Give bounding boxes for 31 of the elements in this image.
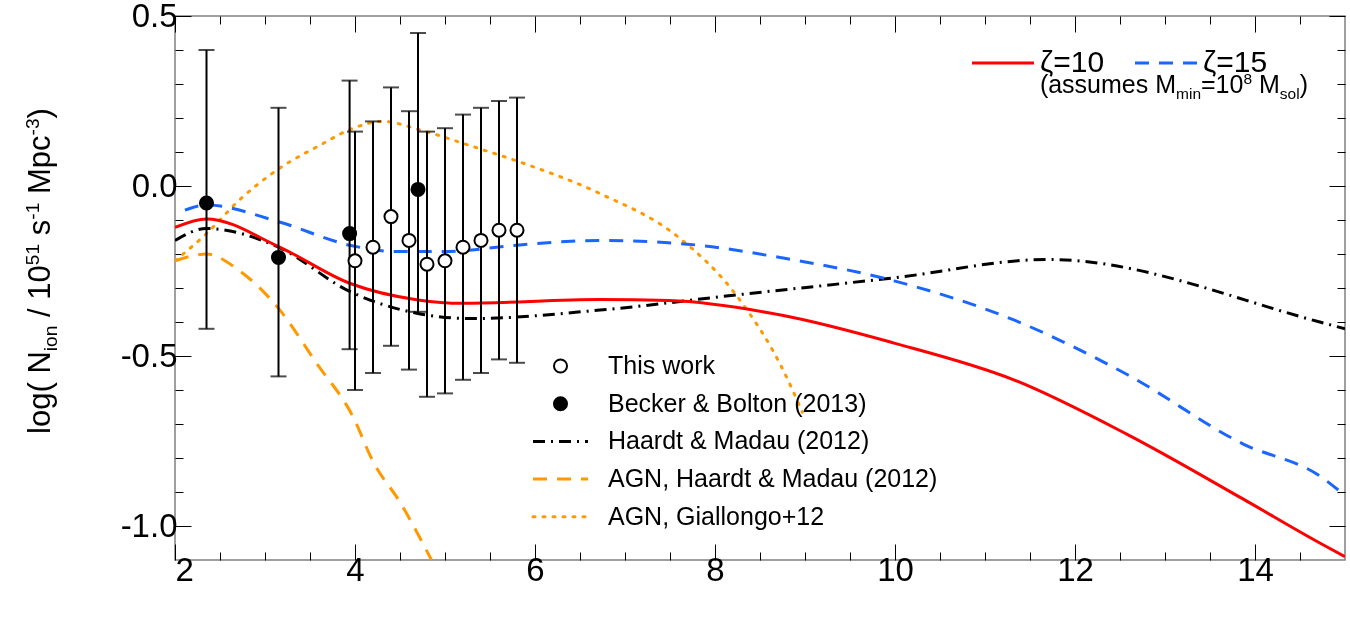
- x-tick-label: 6: [526, 550, 545, 588]
- line-series: [175, 217, 1345, 559]
- x-tick-label: 4: [346, 550, 365, 588]
- x-tick-label: 14: [1237, 550, 1274, 588]
- point: [342, 226, 358, 242]
- x-tick-label: 12: [1057, 550, 1094, 588]
- x-tick-label: 8: [706, 550, 725, 588]
- legend-label: Becker & Bolton (2013): [608, 388, 867, 417]
- point: [419, 256, 435, 272]
- point: [455, 239, 471, 255]
- point: [437, 253, 453, 269]
- point: [410, 181, 426, 197]
- legend-label: AGN, Giallongo+12: [608, 501, 825, 530]
- point: [365, 239, 381, 255]
- legend-label: Haardt & Madau (2012): [608, 426, 870, 455]
- point: [270, 249, 287, 265]
- y-tick-label: 0.0: [131, 166, 178, 204]
- legend-label: AGN, Haardt & Madau (2012): [608, 464, 938, 493]
- point: [347, 253, 363, 269]
- y-tick-label: -0.5: [120, 336, 178, 374]
- point: [401, 232, 417, 248]
- y-tick-label: 0.5: [131, 0, 178, 34]
- point: [383, 209, 399, 225]
- point: [491, 222, 507, 238]
- x-tick-label: 2: [175, 550, 194, 588]
- y-tick-label: -1.0: [120, 506, 178, 544]
- point: [198, 195, 215, 211]
- point: [473, 232, 489, 248]
- x-tick-label: 10: [877, 550, 914, 588]
- point: [509, 222, 525, 238]
- legend-label: This work: [608, 351, 716, 379]
